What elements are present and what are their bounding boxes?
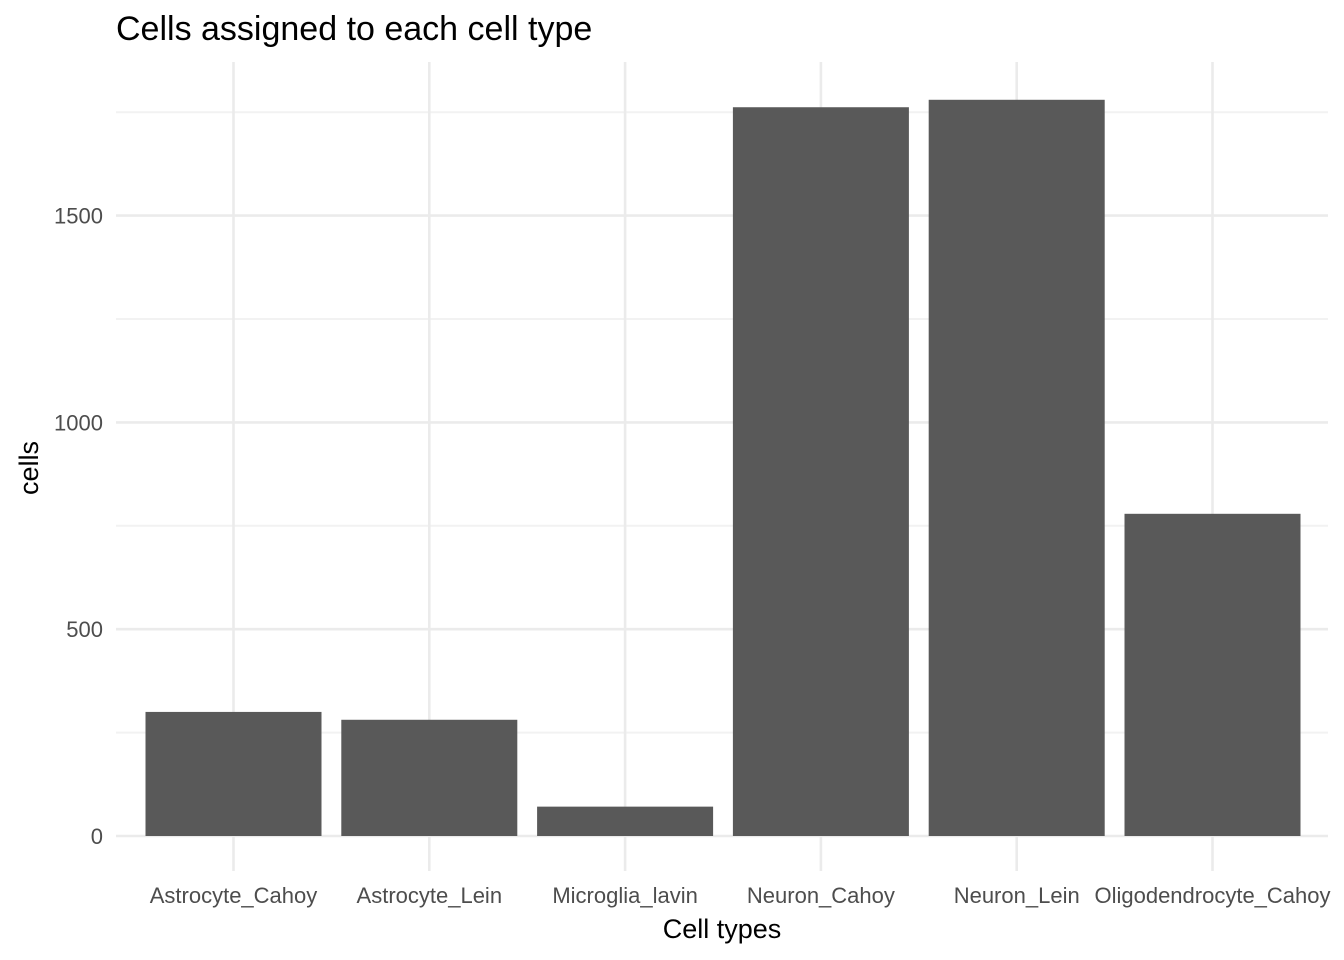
bar: [928, 99, 1105, 837]
bar: [145, 711, 322, 836]
bar: [341, 719, 518, 836]
x-tick-label: Astrocyte_Cahoy: [150, 883, 318, 908]
x-tick-label: Neuron_Lein: [954, 883, 1080, 908]
bars: [145, 99, 1301, 837]
x-tick-label: Neuron_Cahoy: [747, 883, 895, 908]
y-tick-label: 500: [66, 617, 103, 642]
x-tick-label: Oligodendrocyte_Cahoy: [1094, 883, 1330, 908]
chart-title: Cells assigned to each cell type: [116, 10, 592, 48]
y-tick-label: 1500: [54, 204, 103, 229]
bar: [732, 107, 909, 836]
x-axis-title: Cell types: [663, 914, 782, 944]
y-tick-labels: 0 500 1000 1500: [54, 204, 103, 849]
bar: [537, 806, 714, 836]
y-tick-label: 1000: [54, 410, 103, 435]
y-axis-title: cells: [14, 441, 44, 495]
y-tick-label: 0: [91, 824, 103, 849]
x-tick-labels: Astrocyte_Cahoy Astrocyte_Lein Microglia_l…: [150, 883, 1331, 908]
bar: [1124, 513, 1301, 836]
x-tick-label: Microglia_lavin: [552, 883, 698, 908]
x-tick-label: Astrocyte_Lein: [357, 883, 503, 908]
